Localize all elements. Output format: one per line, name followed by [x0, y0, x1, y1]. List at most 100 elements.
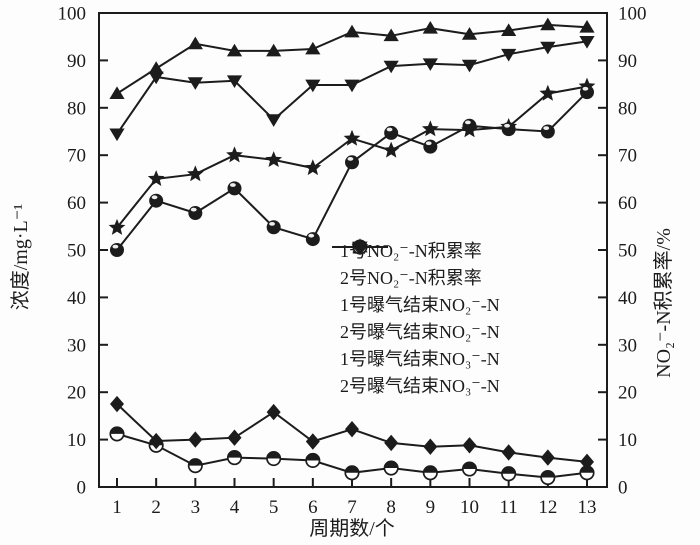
triangle-down-icon: [305, 79, 321, 93]
star-icon: [226, 146, 243, 163]
half-circle-fill: [306, 453, 320, 461]
sphere-highlight: [504, 123, 510, 128]
diamond-icon: [345, 420, 359, 438]
star-icon: [343, 129, 361, 146]
star-icon: [539, 84, 557, 101]
diamond-icon: [501, 444, 516, 461]
legend-item: 1号曝气结束NO₃⁻-N: [331, 239, 500, 371]
triangle-down-icon: [540, 41, 556, 55]
sphere-highlight: [465, 120, 471, 125]
triangle-down-icon: [422, 58, 438, 71]
y-tick-label-left: 70: [67, 146, 86, 167]
y-tick-label-right: 10: [618, 430, 637, 451]
half-circle-fill: [110, 427, 124, 434]
triangle-down-icon: [226, 75, 243, 88]
triangle-up-icon: [579, 20, 595, 33]
triangle-up-icon: [344, 24, 360, 38]
legend-label: 1号NO₂⁻-N积累率: [340, 240, 482, 261]
x-tick-label: 9: [426, 497, 436, 518]
triangle-down-icon: [109, 128, 125, 142]
sphere-highlight: [190, 207, 197, 212]
series-markers: [110, 85, 594, 257]
triangle-up-icon: [501, 23, 517, 36]
x-tick-label: 6: [308, 497, 318, 518]
diamond-icon: [266, 403, 281, 421]
triangle-up-icon: [109, 86, 125, 99]
y-tick-label-right: 30: [618, 335, 637, 356]
sphere-highlight: [151, 195, 158, 200]
triangle-up-icon: [226, 43, 243, 57]
x-tick-label: 13: [578, 497, 597, 518]
sphere-highlight: [543, 126, 550, 130]
x-tick-label: 11: [500, 497, 518, 518]
x-tick-label: 2: [151, 497, 161, 518]
x-tick-label: 1: [112, 497, 122, 518]
triangle-up-icon: [266, 43, 282, 57]
half-circle-fill: [501, 467, 516, 474]
y-tick-label-right: 0: [618, 478, 628, 499]
star-icon: [186, 165, 204, 182]
x-tick-label: 10: [460, 497, 479, 518]
y-tick-label-right: 50: [618, 241, 637, 262]
legend-marker-diamond-icon: [332, 238, 388, 256]
legend-label: 1号曝气结束NO₃⁻-N: [340, 348, 500, 369]
sphere-highlight: [230, 183, 236, 187]
y-tick-label-left: 50: [67, 241, 86, 262]
legend-label: 2号曝气结束NO₂⁻-N: [340, 321, 500, 342]
chart-legend: 1号NO₂⁻-N积累率 2号NO₂⁻-N积累率 1号曝气结束NO₂⁻-N 2号曝气结束…: [331, 236, 500, 398]
y-tick-label-left: 80: [67, 98, 86, 119]
star-icon: [304, 159, 322, 176]
x-tick-label: 12: [538, 497, 557, 518]
y-tick-label-left: 20: [67, 383, 86, 404]
half-circle-fill: [227, 450, 242, 458]
legend-label: 2号NO₂⁻-N积累率: [340, 267, 482, 288]
y-tick-label-right: 60: [618, 193, 637, 214]
triangle-down-icon: [344, 79, 360, 93]
diamond-icon: [580, 453, 594, 471]
diamond-icon: [305, 433, 320, 450]
diamond-icon: [188, 431, 203, 448]
x-tick-label: 4: [230, 497, 240, 518]
diamond-icon: [149, 432, 164, 450]
triangle-up-icon: [461, 27, 478, 40]
sphere-highlight: [269, 221, 275, 226]
diamond-icon: [540, 449, 555, 466]
star-icon: [147, 170, 165, 187]
x-tick-label: 7: [347, 497, 357, 518]
triangle-down-icon: [187, 77, 203, 90]
triangle-down-icon: [501, 48, 517, 62]
triangle-up-icon: [422, 20, 438, 34]
y-tick-label-left: 100: [58, 4, 87, 25]
diamond-icon: [384, 434, 399, 452]
star-icon: [265, 151, 283, 168]
triangle-up-icon: [383, 28, 399, 42]
star-icon: [108, 218, 126, 235]
diamond-icon: [110, 395, 124, 413]
sphere-highlight: [425, 141, 432, 146]
series-markers: [109, 17, 595, 99]
x-tick-label: 8: [386, 497, 396, 518]
triangle-down-icon: [383, 60, 399, 74]
triangle-up-icon: [305, 41, 321, 55]
half-circle-fill: [462, 462, 477, 469]
x-tick-label: 3: [191, 497, 201, 518]
diamond-icon: [462, 437, 477, 454]
legend-label: 2号曝气结束NO₃⁻-N: [340, 375, 500, 396]
y-tick-label-right: 70: [618, 146, 637, 167]
legend-item: 2号曝气结束NO₂⁻-N: [331, 240, 500, 344]
sphere-highlight: [112, 244, 119, 249]
y-tick-label-right: 90: [618, 51, 637, 72]
half-circle-fill: [188, 458, 203, 466]
y-tick-label-right: 20: [618, 383, 637, 404]
star-icon: [421, 120, 439, 137]
y-tick-label-right: 40: [618, 288, 637, 309]
half-circle-fill: [384, 461, 398, 469]
y-tick-label-left: 40: [67, 288, 86, 309]
half-circle-fill: [423, 466, 438, 473]
x-axis-title: 周期数/个: [309, 518, 395, 540]
series-markers: [109, 426, 595, 486]
half-circle-fill: [266, 451, 281, 459]
y-tick-label-left: 0: [77, 478, 87, 499]
legend-item: 2号NO₂⁻-N积累率: [331, 241, 500, 290]
